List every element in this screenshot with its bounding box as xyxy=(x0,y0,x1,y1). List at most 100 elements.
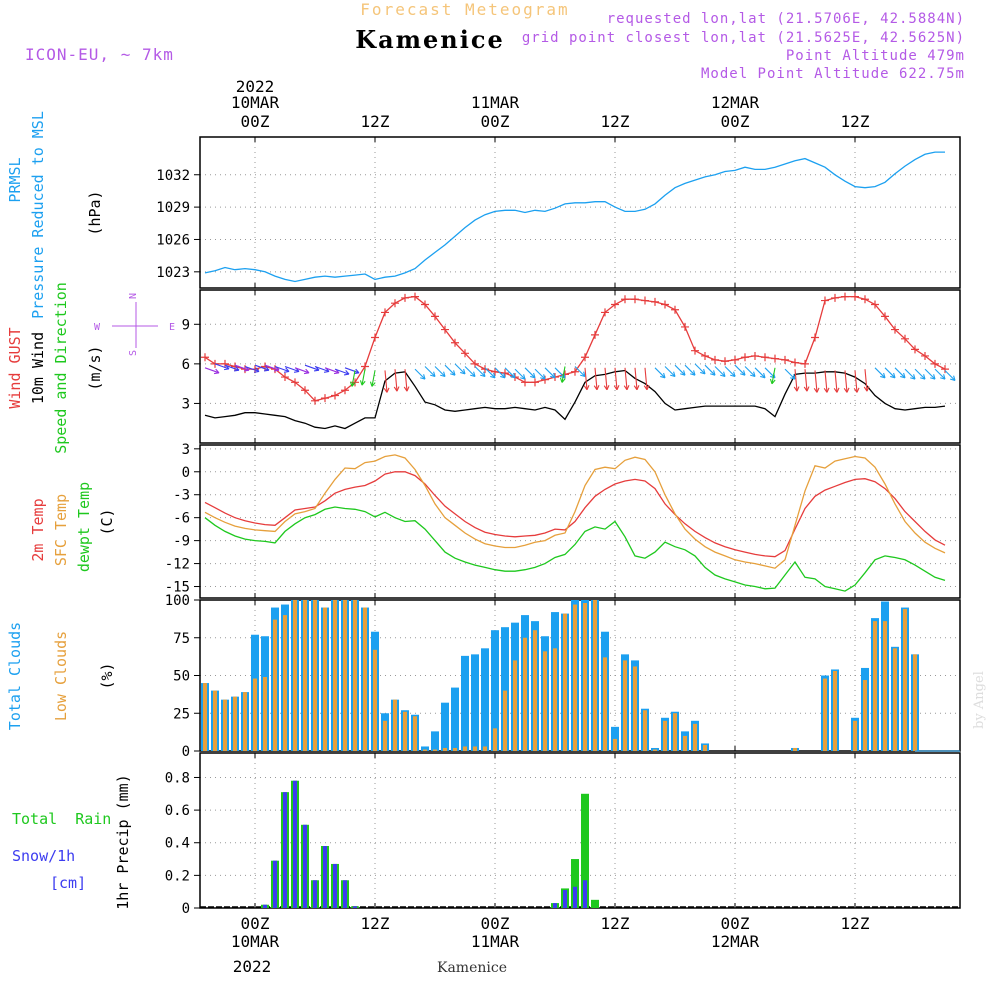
wind-direction-arrow xyxy=(474,366,486,377)
precip-ytick-label: 0.6 xyxy=(165,803,190,819)
precip-label-cm: [cm] xyxy=(50,874,86,892)
clouds-ytick-label: 0 xyxy=(182,744,190,760)
wind-arrowhead xyxy=(633,385,640,391)
wind-direction-arrow xyxy=(714,366,726,377)
low-cloud-bar xyxy=(213,690,217,751)
clouds-ytick-label: 100 xyxy=(165,593,190,609)
gust-marker xyxy=(331,391,339,400)
low-cloud-bar xyxy=(483,746,487,751)
wind-arrowhead xyxy=(440,371,446,378)
gust-marker xyxy=(321,394,329,403)
wind-arrowhead xyxy=(530,372,536,379)
top-time-label: 12Z xyxy=(601,112,630,131)
low-cloud-bar xyxy=(623,660,627,751)
wind-direction-arrow xyxy=(344,367,360,374)
wind-arrowhead xyxy=(680,370,686,376)
wind-direction-arrow xyxy=(524,367,536,379)
wind-direction-arrow xyxy=(394,369,398,392)
wind-arrowhead xyxy=(643,385,650,391)
wind-arrowhead xyxy=(303,368,310,375)
temp-ytick-label: -12 xyxy=(165,557,190,573)
wind-arrowhead xyxy=(213,368,220,375)
wind-direction-arrow xyxy=(624,367,628,390)
precip-frame xyxy=(199,752,961,909)
low-cloud-bar xyxy=(903,609,907,751)
wind-direction-arrow xyxy=(214,363,230,370)
location-title: Kamenice xyxy=(355,25,505,54)
wind-direction-arrow xyxy=(844,370,848,393)
top-time-label: 12MAR xyxy=(711,93,760,112)
wind-frame xyxy=(199,289,961,444)
gust-marker xyxy=(421,300,429,309)
gust-marker xyxy=(531,378,539,387)
low-cloud-bar xyxy=(353,600,357,751)
bottom-time-label: 10MAR xyxy=(231,932,280,951)
wind-direction-arrow xyxy=(664,366,676,377)
low-cloud-bar xyxy=(503,690,507,751)
wind-arrowhead xyxy=(500,372,506,379)
low-cloud-bar xyxy=(573,604,577,751)
low-cloud-bar xyxy=(443,747,447,751)
gust-marker xyxy=(831,293,839,302)
snow-bar xyxy=(573,886,577,908)
clouds-ytick-label: 75 xyxy=(173,631,190,647)
wind-direction-arrow xyxy=(264,364,280,371)
wind-arrowhead xyxy=(950,375,956,381)
wind-direction-arrow xyxy=(464,366,476,377)
wind-arrowhead xyxy=(720,371,726,378)
gust-marker xyxy=(671,305,679,314)
wind-arrowhead xyxy=(580,371,586,378)
wind-direction-arrow xyxy=(484,367,496,379)
gust-marker xyxy=(571,367,579,376)
gust-marker xyxy=(631,295,639,304)
total-cloud-bar xyxy=(421,746,429,751)
wind-direction-arrow xyxy=(754,367,766,379)
wind-direction-arrow xyxy=(944,370,956,381)
rain-bar xyxy=(571,859,579,908)
low-cloud-bar xyxy=(373,649,377,751)
gust-marker xyxy=(801,359,809,368)
wind-arrowhead xyxy=(853,387,860,393)
clouds-frame xyxy=(199,599,961,752)
wind-direction-arrow xyxy=(674,364,686,376)
wind-direction-arrow xyxy=(824,370,828,393)
low-cloud-bar xyxy=(233,696,237,751)
model-altitude: Model Point Altitude 622.75m xyxy=(701,66,965,82)
gust-marker xyxy=(431,312,439,321)
gust-marker xyxy=(931,359,939,368)
clouds-panel: 0 25 50 75 100 xyxy=(165,593,961,760)
wind-arrowhead xyxy=(660,372,666,379)
wind-direction-arrow xyxy=(814,370,818,393)
low-cloud-bar xyxy=(433,749,437,751)
gust-marker xyxy=(481,365,489,374)
low-cloud-bar xyxy=(833,670,837,751)
gust-marker xyxy=(211,359,219,368)
total-cloud-bar xyxy=(461,655,469,751)
low-cloud-bar xyxy=(793,747,797,751)
wind-arrowhead xyxy=(233,366,240,372)
temp-label-2m: 2m Temp xyxy=(29,498,47,561)
low-cloud-bar xyxy=(683,735,687,751)
pressure-ytick-label: 1032 xyxy=(156,168,190,184)
low-cloud-bar xyxy=(263,677,267,751)
low-cloud-bar xyxy=(553,648,557,751)
low-cloud-bar xyxy=(603,657,607,751)
temp-panel: 3 0 -3 -6 -9 -12 -15 xyxy=(165,442,961,599)
top-time-label: 00Z xyxy=(721,112,750,131)
wind-direction-arrow xyxy=(924,368,936,380)
footer-location: Kamenice xyxy=(437,960,507,976)
gust-marker xyxy=(791,358,799,367)
temp-ytick-label: -6 xyxy=(173,511,190,527)
gust-marker xyxy=(371,333,379,342)
wind-direction-arrow xyxy=(804,369,808,392)
low-cloud-bar xyxy=(413,716,417,751)
low-cloud-bar xyxy=(703,744,707,751)
point-altitude: Point Altitude 479m xyxy=(786,48,965,64)
gust-marker xyxy=(751,351,759,360)
snow-bar xyxy=(343,880,347,908)
wind-direction-arrow xyxy=(294,367,310,374)
wind-direction-arrow xyxy=(594,367,598,390)
wind-direction-arrow xyxy=(704,364,716,376)
wind-direction-arrow xyxy=(434,366,446,377)
